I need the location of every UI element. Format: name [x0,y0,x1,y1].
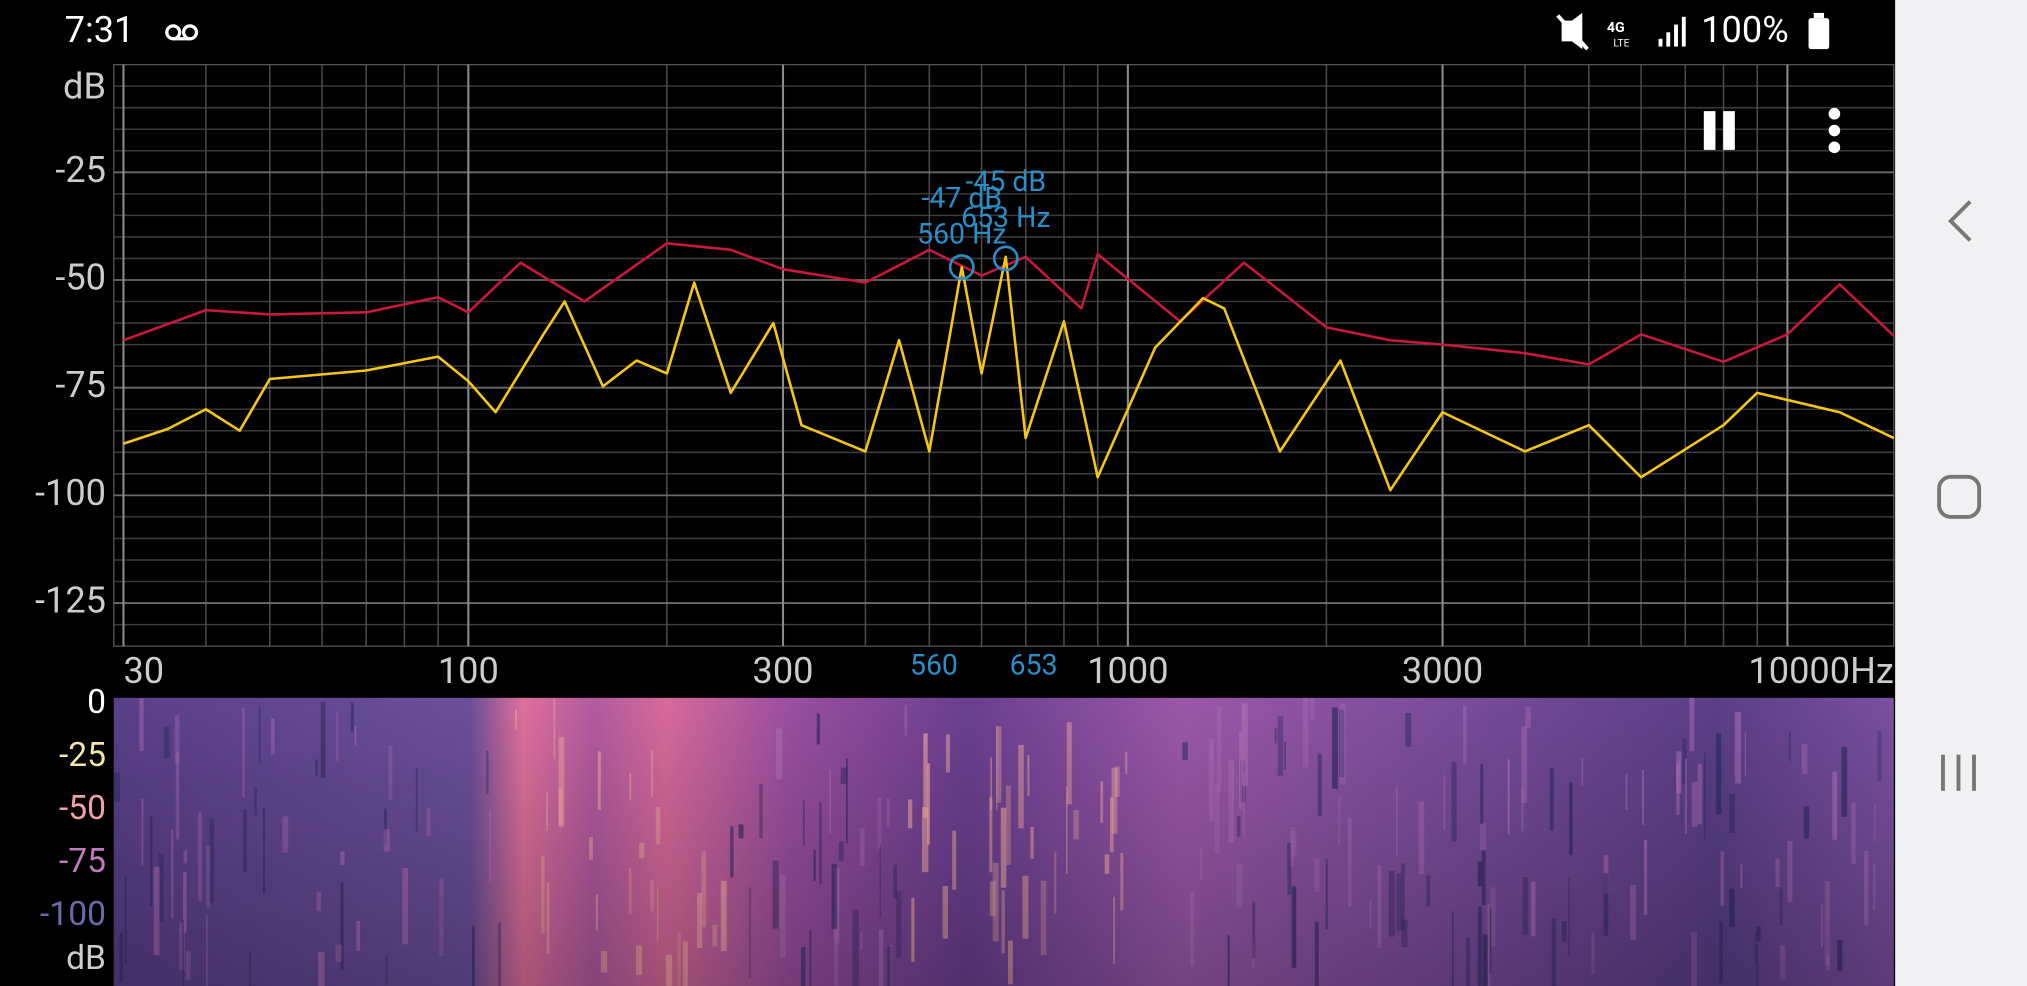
home-button[interactable] [1937,474,1982,519]
colorbar-unit: dB [66,939,106,978]
y-tick-label: -50 [55,256,106,299]
x-tick-label: 10000Hz [1748,649,1893,692]
spectrum-line [123,255,1895,492]
battery-level: 100% [1701,8,1789,51]
nav-bar [1895,0,2027,986]
menu-button[interactable] [1828,107,1841,154]
peak-frequency-label: 653 Hz [961,201,1050,234]
y-tick-label: -100 [35,471,106,514]
colorbar-label: -100 [40,895,106,934]
colorbar-label: -25 [59,736,106,775]
spectrogram: 0 -25 -50 -75 -100 dB [40,683,1894,986]
colorbar-label: -50 [59,789,106,828]
y-tick-label: -125 [35,579,106,622]
clock: 7:31 [65,8,135,51]
y-tick-label: -25 [55,148,106,191]
spectrogram-shade [113,697,1894,986]
plot-frame [113,63,1895,647]
x-tick-label: 30 [123,649,164,692]
status-icons: 4G LTE [1556,12,1830,51]
spectrum-plot: -25 -50 -75 -100 -125 dB 30 100 300 1000 3000 10000… [35,63,1895,692]
svg-text:LTE: LTE [1613,37,1629,50]
colorbar-label: 0 [87,683,106,722]
peak-value-label: -45 dB [965,165,1046,198]
peak-value-label: -47 dB [921,181,1002,214]
voicemail-icon [165,24,199,41]
peak-marker [992,245,1019,272]
x-tick-label: 1000 [1087,649,1168,692]
svg-text:4G: 4G [1607,20,1625,36]
x-tick-label: 100 [438,649,499,692]
spectrum-line [123,242,1895,366]
peak-marker [948,254,975,280]
colorbar-label: -75 [59,842,106,881]
x-tick-label: 300 [753,649,814,692]
recents-button[interactable] [1941,754,1976,791]
peak-axis-label: 560 [910,648,958,681]
y-tick-label: -75 [55,363,106,406]
y-axis-label: dB [63,65,106,108]
back-button[interactable] [1947,200,1972,242]
peak-frequency-label: 560 Hz [917,218,1006,251]
pause-button[interactable] [1703,111,1735,150]
x-tick-label: 3000 [1402,649,1483,692]
peak-axis-label: 653 [1010,648,1058,681]
